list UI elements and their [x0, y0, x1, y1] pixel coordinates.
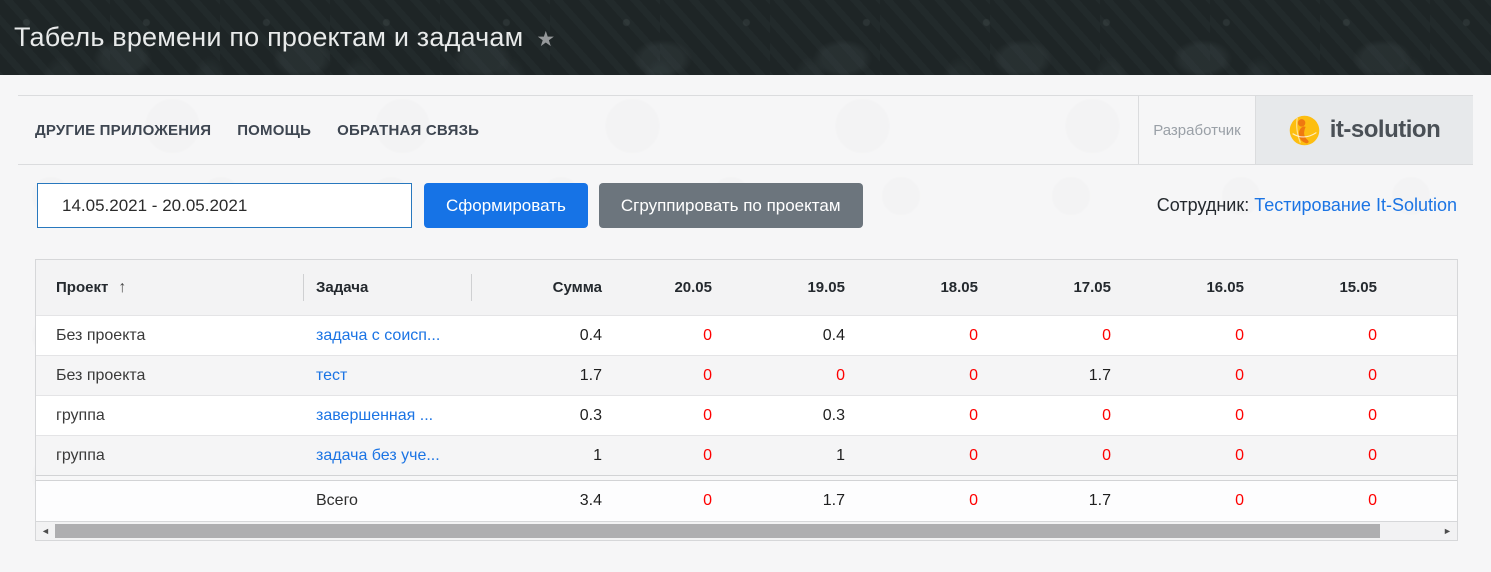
project-cell: Без проекта — [56, 326, 146, 344]
menu-item-2[interactable]: ПОМОЩЬ — [237, 121, 312, 139]
day-cell: 1.7 — [1088, 366, 1111, 384]
column-header-day-17.05[interactable]: 17.05 — [1073, 279, 1111, 296]
day-cell: 0 — [969, 406, 978, 424]
day-cell: 0 — [1102, 326, 1111, 344]
task-link[interactable]: задача с соисп... — [316, 326, 441, 344]
day-cell: 0 — [969, 326, 978, 344]
project-cell: группа — [56, 446, 105, 464]
logo[interactable]: it-solution — [1256, 96, 1473, 164]
logo-globe-icon — [1289, 115, 1320, 145]
day-cell: 0 — [703, 326, 712, 344]
table-row: группа завершенная ... 0.3 0 0.3 0 0 0 0 — [36, 395, 1457, 435]
sum-cell: 1.7 — [579, 366, 602, 384]
controls-bar: Сформировать Сгруппировать по проектам С… — [0, 183, 1491, 228]
total-day-cell: 0 — [969, 492, 978, 509]
day-cell: 0 — [1368, 406, 1377, 424]
task-link[interactable]: задача без уче... — [316, 446, 440, 464]
task-cell: задача без уче... — [304, 447, 472, 465]
total-day-cell: 0 — [703, 492, 712, 509]
app-titlebar: Табель времени по проектам и задачам ★ — [0, 0, 1491, 75]
menu-item-3[interactable]: ОБРАТНАЯ СВЯЗЬ — [337, 121, 480, 139]
favorite-star-icon[interactable]: ★ — [536, 28, 556, 51]
sum-cell: 1 — [593, 446, 602, 464]
task-cell: задача с соисп... — [304, 327, 472, 345]
day-cell: 0 — [1368, 366, 1377, 384]
page-title: Табель времени по проектам и задачам — [14, 22, 524, 52]
day-cell: 1 — [836, 446, 845, 464]
day-cell: 0 — [1235, 446, 1244, 464]
employee-link[interactable]: Тестирование It-Solution — [1254, 195, 1457, 215]
day-cell: 0 — [703, 446, 712, 464]
menu-items: ДРУГИЕ ПРИЛОЖЕНИЯ ПОМОЩЬ ОБРАТНАЯ СВЯЗЬ — [18, 96, 1138, 164]
scrollbar-right-arrow[interactable]: ► — [1443, 526, 1452, 536]
day-cell: 0 — [703, 366, 712, 384]
project-cell: группа — [56, 406, 105, 424]
day-cell: 0 — [1368, 326, 1377, 344]
task-cell: тест — [304, 367, 472, 385]
sum-cell: 0.3 — [579, 406, 602, 424]
column-header-day-20.05[interactable]: 20.05 — [674, 279, 712, 296]
day-cell: 0 — [1102, 446, 1111, 464]
date-range-input[interactable] — [37, 183, 412, 228]
table-body: Без проекта задача с соисп... 0.4 0 0.4 0 0 0 0 Б… — [36, 315, 1457, 475]
table-row: Без проекта задача с соисп... 0.4 0 0.4 0 0 0 0 — [36, 315, 1457, 355]
total-label: Всего — [316, 492, 358, 509]
table-header-row: Проект ↑ Задача Сумма 20.05 19.05 18.05 17.05 16… — [36, 260, 1457, 315]
task-cell: завершенная ... — [304, 407, 472, 425]
timesheet-table: Проект ↑ Задача Сумма 20.05 19.05 18.05 17.05 16… — [35, 259, 1458, 541]
horizontal-scrollbar[interactable]: ◄ ► — [36, 521, 1457, 540]
column-header-day-16.05[interactable]: 16.05 — [1206, 279, 1244, 296]
developer-tab[interactable]: Разработчик — [1138, 96, 1256, 164]
table-row: группа задача без уче... 1 0 1 0 0 0 0 — [36, 435, 1457, 475]
sort-asc-icon: ↑ — [118, 278, 127, 296]
total-day-cell: 1.7 — [822, 492, 845, 509]
day-cell: 0 — [836, 366, 845, 384]
scrollbar-track[interactable] — [55, 522, 1438, 540]
column-header-task[interactable]: Задача — [304, 260, 472, 315]
project-cell: Без проекта — [56, 366, 146, 384]
total-divider — [36, 475, 1457, 481]
column-header-project[interactable]: Проект ↑ — [36, 260, 304, 315]
employee-label: Сотрудник: — [1156, 195, 1250, 215]
app-root: Табель времени по проектам и задачам ★ Д… — [0, 0, 1491, 541]
scrollbar-thumb[interactable] — [55, 524, 1380, 538]
task-link[interactable]: завершенная ... — [316, 406, 434, 424]
day-cell: 0 — [1235, 366, 1244, 384]
generate-button[interactable]: Сформировать — [424, 183, 588, 228]
day-cell: 0 — [969, 446, 978, 464]
menubar: ДРУГИЕ ПРИЛОЖЕНИЯ ПОМОЩЬ ОБРАТНАЯ СВЯЗЬ Ра… — [18, 95, 1473, 165]
task-link[interactable]: тест — [316, 366, 348, 384]
total-day-cell: 1.7 — [1088, 492, 1111, 509]
group-by-project-button[interactable]: Сгруппировать по проектам — [598, 183, 863, 228]
day-cell: 0.3 — [822, 406, 845, 424]
logo-text: it-solution — [1329, 116, 1441, 143]
menubar-right: Разработчик it-solution — [1138, 96, 1473, 164]
employee: Сотрудник: Тестирование It-Solution — [1157, 195, 1457, 216]
scrollbar-left-arrow[interactable]: ◄ — [41, 526, 50, 536]
day-cell: 0 — [1102, 406, 1111, 424]
column-header-day-19.05[interactable]: 19.05 — [807, 279, 845, 296]
day-cell: 0 — [1235, 326, 1244, 344]
table-row: Без проекта тест 1.7 0 0 0 1.7 0 0 — [36, 355, 1457, 395]
menu-item-1[interactable]: ДРУГИЕ ПРИЛОЖЕНИЯ — [35, 121, 212, 139]
day-cell: 0 — [969, 366, 978, 384]
total-sum-cell: 3.4 — [579, 492, 602, 509]
day-cell: 0 — [1368, 446, 1377, 464]
total-row: Всего 3.4 0 1.7 0 1.7 0 0 — [36, 481, 1457, 521]
total-day-cell: 0 — [1235, 492, 1244, 509]
column-header-sum[interactable]: Сумма — [552, 279, 602, 296]
day-cell: 0 — [1235, 406, 1244, 424]
column-header-day-18.05[interactable]: 18.05 — [940, 279, 978, 296]
day-cell: 0.4 — [822, 326, 845, 344]
column-header-day-15.05[interactable]: 15.05 — [1339, 279, 1377, 296]
day-cell: 0 — [703, 406, 712, 424]
total-day-cell: 0 — [1368, 492, 1377, 509]
sum-cell: 0.4 — [579, 326, 602, 344]
